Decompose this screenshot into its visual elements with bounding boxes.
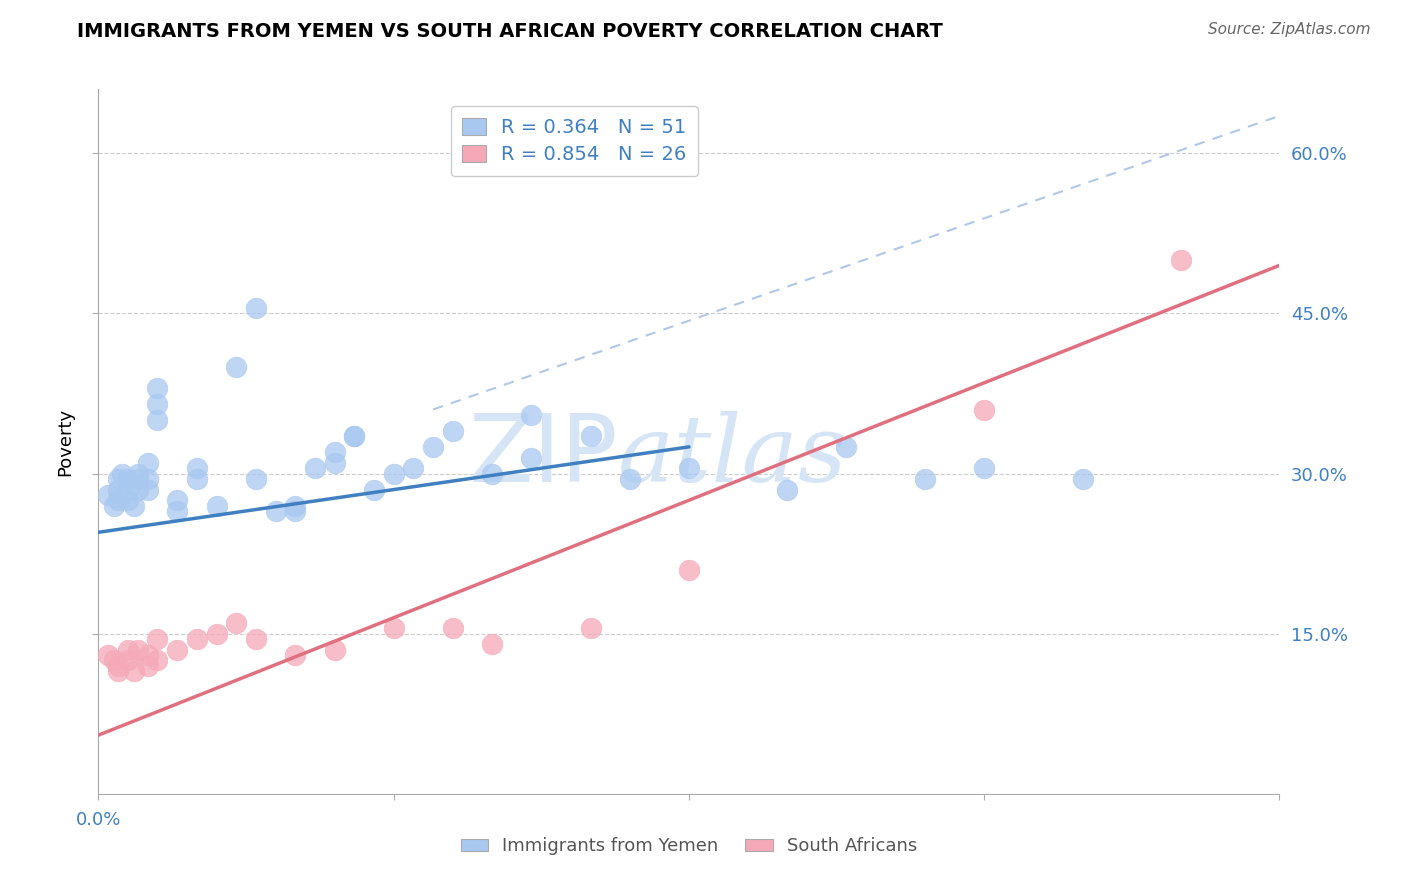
Point [323,456,346,470]
Point [186,472,208,486]
Point [107,658,129,673]
Point [127,472,149,486]
Point [678,461,700,475]
Point [186,632,208,646]
Point [363,483,385,497]
Point [166,642,188,657]
Point [323,445,346,459]
Y-axis label: Poverty: Poverty [56,408,75,475]
Legend: Immigrants from Yemen, South Africans: Immigrants from Yemen, South Africans [453,830,925,863]
Point [579,429,602,443]
Point [619,472,641,486]
Point [107,483,129,497]
Point [914,472,936,486]
Point [186,461,208,475]
Point [166,504,188,518]
Point [284,504,307,518]
Point [166,493,188,508]
Point [107,493,129,508]
Text: 0.0%: 0.0% [76,812,121,830]
Point [136,472,159,486]
Point [441,424,464,438]
Point [97,488,120,502]
Point [146,632,169,646]
Point [127,483,149,497]
Point [304,461,326,475]
Point [382,621,405,635]
Point [481,637,503,651]
Point [111,467,134,481]
Point [678,563,700,577]
Text: atlas: atlas [619,410,848,500]
Point [117,642,139,657]
Point [117,653,139,667]
Point [103,653,125,667]
Point [205,499,228,513]
Point [382,467,405,481]
Point [323,642,346,657]
Point [127,467,149,481]
Point [481,467,503,481]
Point [520,408,543,422]
Point [579,621,602,635]
Point [402,461,425,475]
Point [343,429,366,443]
Point [127,642,149,657]
Point [146,381,169,395]
Point [245,472,267,486]
Point [225,359,247,374]
Point [973,402,995,417]
Point [103,499,125,513]
Point [136,658,159,673]
Point [520,450,543,465]
Point [146,653,169,667]
Text: Source: ZipAtlas.com: Source: ZipAtlas.com [1208,22,1371,37]
Point [1170,253,1192,268]
Point [117,483,139,497]
Point [973,461,995,475]
Point [264,504,287,518]
Point [776,483,799,497]
Point [107,664,129,678]
Point [835,440,858,454]
Point [117,493,139,508]
Point [122,664,145,678]
Point [1071,472,1094,486]
Point [97,648,120,662]
Point [284,499,307,513]
Text: IMMIGRANTS FROM YEMEN VS SOUTH AFRICAN POVERTY CORRELATION CHART: IMMIGRANTS FROM YEMEN VS SOUTH AFRICAN P… [77,22,943,41]
Point [107,472,129,486]
Point [146,413,169,427]
Point [284,648,307,662]
Point [136,648,159,662]
Point [441,621,464,635]
Point [245,632,267,646]
Point [205,626,228,640]
Point [136,456,159,470]
Text: ZIP: ZIP [468,409,619,501]
Point [136,483,159,497]
Point [245,301,267,315]
Point [422,440,444,454]
Point [146,397,169,411]
Point [225,615,247,630]
Point [117,472,139,486]
Point [343,429,366,443]
Point [122,499,145,513]
